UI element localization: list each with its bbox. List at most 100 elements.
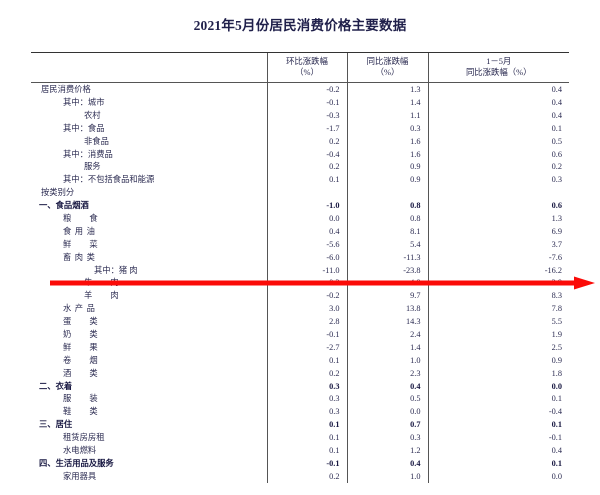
cell-yoy: 5.4 bbox=[346, 237, 428, 251]
cell-cumulative: -0.4 bbox=[427, 405, 569, 419]
cell-mom: 0.1 bbox=[266, 173, 347, 187]
table-row: 四、生活用品及服务 -0.1 0.4 0.1 bbox=[31, 457, 569, 470]
table-row: 其中：猪 肉 -11.0 -23.8 -16.2 bbox=[31, 263, 569, 277]
table-row: 水电燃料 0.1 1.2 0.4 bbox=[31, 444, 569, 458]
row-label: 家用器具 bbox=[31, 470, 267, 483]
row-label: 水产品 bbox=[31, 302, 267, 315]
row-label: 其中：不包括食品和能源 bbox=[31, 173, 267, 186]
table-row: 二、衣着 0.3 0.4 0.0 bbox=[31, 379, 569, 393]
table-row: 鞋 类 0.3 0.0 -0.4 bbox=[31, 405, 569, 419]
row-label-text: 服 装 bbox=[63, 394, 106, 404]
row-label: 四、生活用品及服务 bbox=[31, 457, 267, 470]
table-row: 食用油 0.4 8.1 6.9 bbox=[31, 224, 569, 238]
cell-mom: 0.3 bbox=[266, 392, 347, 406]
cell-cumulative: 1.3 bbox=[427, 212, 569, 225]
cell-yoy: 2.3 bbox=[346, 366, 428, 380]
col-header-cumulative-line2: 同比涨跌幅（%） bbox=[465, 68, 532, 78]
row-label: 酒 类 bbox=[31, 367, 267, 380]
table-row: 家用器具 0.2 1.0 0.0 bbox=[31, 469, 569, 483]
row-label-text: 四、生活用品及服务 bbox=[39, 458, 114, 468]
table-row: 一、食品烟酒 -1.0 0.8 0.6 bbox=[31, 199, 569, 213]
cell-cumulative: 1.8 bbox=[427, 366, 569, 380]
row-label: 其中：城市 bbox=[31, 96, 267, 109]
table-header-row: 环比涨跌幅 （%） 同比涨跌幅 （%） 1－5月 同比涨跌幅（%） bbox=[31, 51, 569, 84]
col-header-mom: 环比涨跌幅 （%） bbox=[266, 51, 347, 84]
cell-yoy: 1.1 bbox=[346, 108, 428, 122]
page-title: 2021年5月份居民消费价格主要数据 bbox=[193, 18, 407, 33]
cell-yoy: 0.4 bbox=[346, 379, 428, 393]
col-header-category bbox=[31, 51, 267, 84]
cell-mom bbox=[266, 186, 347, 200]
row-label: 牛 肉 bbox=[31, 277, 267, 290]
cell-mom: -0.2 bbox=[266, 82, 347, 97]
cell-yoy: 1.0 bbox=[346, 353, 428, 367]
row-label-text: 食用油 bbox=[63, 226, 99, 236]
row-label-text: 农村 bbox=[84, 110, 101, 120]
cell-mom: -0.2 bbox=[266, 289, 347, 303]
row-label: 二、衣着 bbox=[31, 380, 267, 393]
row-label: 按类别分 bbox=[31, 186, 267, 199]
table-row: 奶 类 -0.1 2.4 1.9 bbox=[31, 328, 569, 341]
row-label-text: 水产品 bbox=[63, 304, 99, 314]
row-label-text: 非食品 bbox=[84, 136, 109, 146]
table-row: 粮 食 0.0 0.8 1.3 bbox=[31, 212, 569, 225]
cell-mom: -0.1 bbox=[266, 457, 347, 470]
cell-yoy: 9.7 bbox=[346, 289, 428, 303]
cell-yoy: 0.3 bbox=[346, 121, 428, 135]
cell-mom: 0.1 bbox=[266, 444, 347, 458]
row-label-text: 牛 肉 bbox=[84, 278, 127, 288]
row-label-text: 三、居住 bbox=[39, 420, 73, 430]
table-row: 非食品 0.2 1.6 0.5 bbox=[31, 134, 569, 148]
table-row: 按类别分 bbox=[31, 186, 569, 200]
row-label-text: 蛋 类 bbox=[63, 317, 106, 327]
cell-cumulative: -16.2 bbox=[427, 263, 569, 277]
row-label-text: 畜肉类 bbox=[63, 252, 99, 262]
row-label: 服务 bbox=[31, 161, 267, 174]
row-label-text: 羊 肉 bbox=[84, 291, 127, 301]
cell-yoy: 0.9 bbox=[346, 160, 428, 174]
row-label: 卷 烟 bbox=[31, 354, 267, 367]
cell-mom: -6.0 bbox=[266, 250, 347, 264]
row-label-text: 卷 烟 bbox=[63, 355, 106, 365]
cell-yoy: 0.8 bbox=[346, 199, 428, 213]
row-label: 其中：食品 bbox=[31, 122, 267, 135]
row-label-text: 租赁房房租 bbox=[63, 433, 105, 443]
cell-yoy: 1.4 bbox=[346, 96, 428, 109]
cell-yoy: 1.3 bbox=[346, 82, 428, 97]
cell-mom: 0.3 bbox=[266, 405, 347, 419]
cell-cumulative: 7.8 bbox=[427, 302, 569, 316]
cell-mom: 0.0 bbox=[266, 212, 347, 225]
cell-cumulative: 5.5 bbox=[427, 315, 569, 329]
cell-mom: -0.1 bbox=[266, 328, 347, 341]
table-row: 农村 -0.3 1.1 0.4 bbox=[31, 108, 569, 122]
cell-cumulative: 3.7 bbox=[427, 237, 569, 251]
col-header-yoy-line2: （%） bbox=[375, 68, 400, 78]
cell-cumulative: 1.9 bbox=[427, 328, 569, 341]
cell-yoy: 2.4 bbox=[346, 328, 428, 341]
table-row: 租赁房房租 0.1 0.3 -0.1 bbox=[31, 431, 569, 445]
row-label: 其中：猪 肉 bbox=[31, 264, 267, 277]
cell-yoy: 13.8 bbox=[346, 302, 428, 316]
table-header: 环比涨跌幅 （%） 同比涨跌幅 （%） 1－5月 同比涨跌幅（%） bbox=[31, 51, 569, 84]
row-label: 鞋 类 bbox=[31, 405, 267, 418]
row-label-text: 水电燃料 bbox=[63, 446, 97, 456]
cell-yoy: 0.7 bbox=[346, 418, 428, 432]
cell-mom: 0.2 bbox=[266, 134, 347, 148]
row-label: 水电燃料 bbox=[31, 444, 267, 457]
cell-yoy: 1.6 bbox=[346, 147, 428, 161]
row-label: 粮 食 bbox=[31, 212, 267, 225]
cell-mom: 0.4 bbox=[266, 224, 347, 238]
cell-mom: -1.7 bbox=[266, 121, 347, 135]
cell-yoy: 4.8 bbox=[346, 276, 428, 290]
row-label-text: 其中：城市 bbox=[63, 97, 105, 107]
row-label-text: 鞋 类 bbox=[63, 407, 106, 417]
cell-cumulative: -0.1 bbox=[427, 431, 569, 445]
table-row: 鲜 菜 -5.6 5.4 3.7 bbox=[31, 237, 569, 251]
cell-mom: 0.3 bbox=[266, 379, 347, 393]
cell-mom: -0.3 bbox=[266, 276, 347, 290]
table-row: 服 装 0.3 0.5 0.1 bbox=[31, 392, 569, 406]
cell-cumulative: 0.4 bbox=[427, 82, 569, 97]
cell-mom: 0.2 bbox=[266, 366, 347, 380]
col-header-yoy: 同比涨跌幅 （%） bbox=[346, 51, 428, 84]
cell-yoy: 14.3 bbox=[346, 315, 428, 329]
